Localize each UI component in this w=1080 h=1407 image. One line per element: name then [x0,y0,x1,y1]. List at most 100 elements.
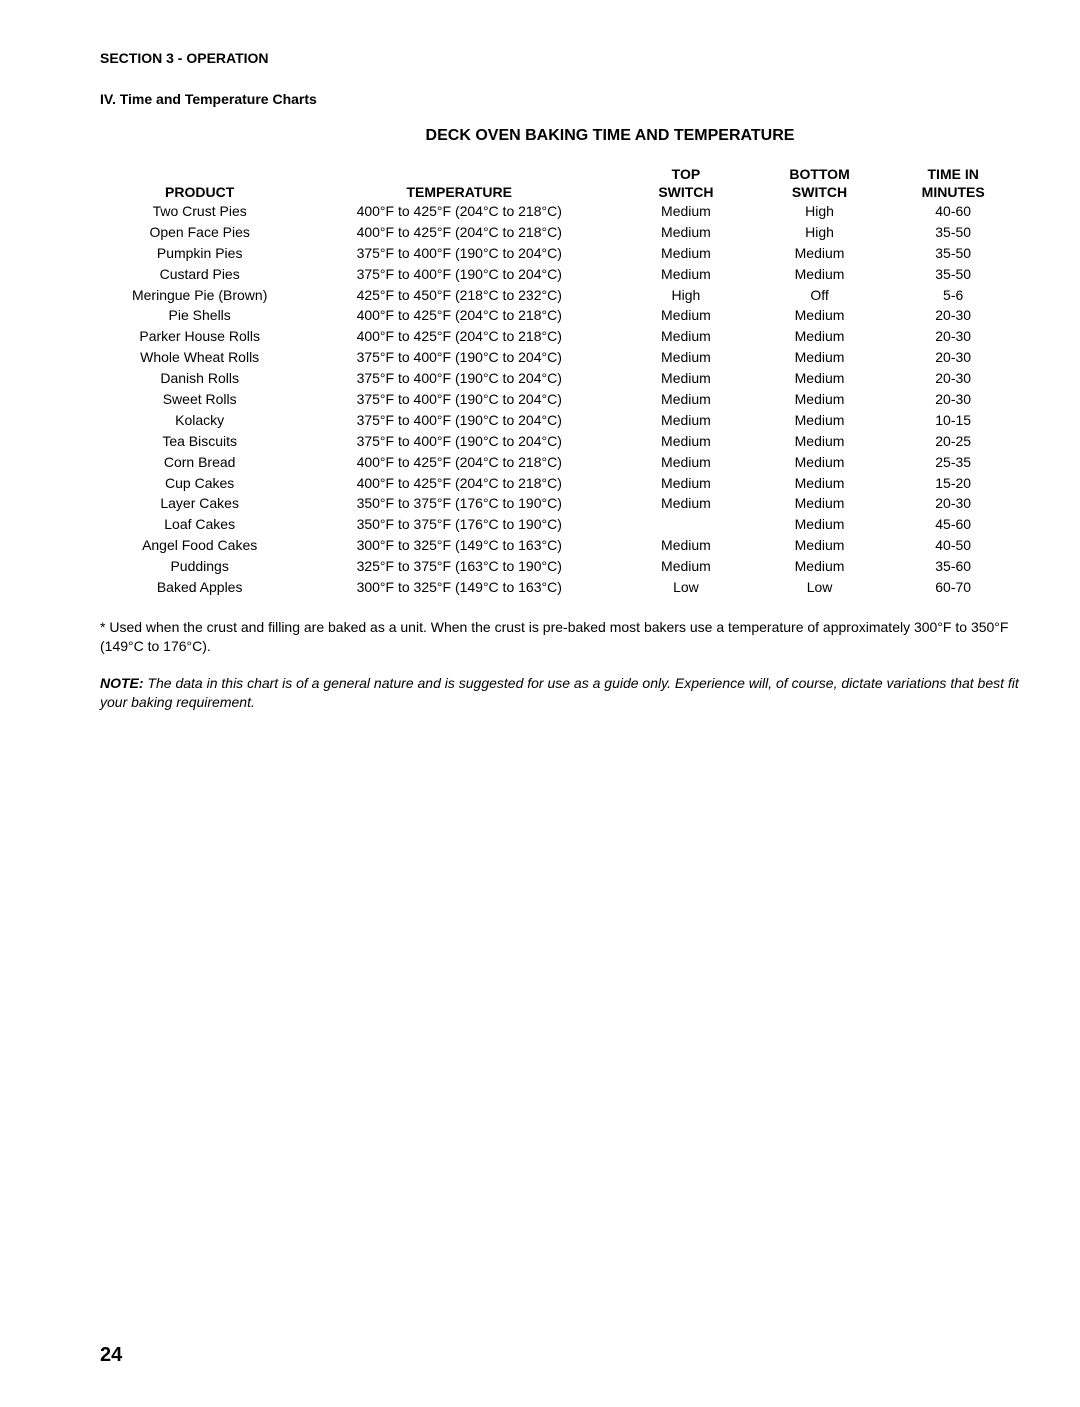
table-row: Corn Bread400°F to 425°F (204°C to 218°C… [100,452,1020,473]
table-cell: Kolacky [100,410,299,431]
table-cell: Two Crust Pies [100,201,299,222]
table-cell: Medium [619,431,753,452]
table-cell: 15-20 [886,473,1020,494]
table-cell: Medium [753,347,887,368]
table-row: Layer Cakes350°F to 375°F (176°C to 190°… [100,493,1020,514]
table-cell: Medium [753,556,887,577]
table-row: Pumpkin Pies375°F to 400°F (190°C to 204… [100,243,1020,264]
table-cell: Corn Bread [100,452,299,473]
table-cell: Medium [753,264,887,285]
table-row: Two Crust Pies400°F to 425°F (204°C to 2… [100,201,1020,222]
table-cell: 40-50 [886,535,1020,556]
col-header-temperature: TEMPERATURE [299,183,619,201]
col-header-time2: MINUTES [886,183,1020,201]
table-cell: Medium [619,222,753,243]
table-cell: Medium [619,305,753,326]
table-cell: 400°F to 425°F (204°C to 218°C) [299,473,619,494]
table-row: Baked Apples300°F to 325°F (149°C to 163… [100,577,1020,598]
table-cell: Loaf Cakes [100,514,299,535]
table-row: Angel Food Cakes300°F to 325°F (149°C to… [100,535,1020,556]
table-cell: Parker House Rolls [100,326,299,347]
col-header-bottom1: BOTTOM [753,165,887,183]
table-cell: Medium [619,326,753,347]
table-cell: Medium [753,452,887,473]
table-cell: Medium [619,556,753,577]
table-cell: 20-30 [886,493,1020,514]
col-header-time1: TIME IN [886,165,1020,183]
col-header-top1: TOP [619,165,753,183]
table-cell: Medium [753,389,887,410]
table-title: DECK OVEN BAKING TIME AND TEMPERATURE [200,127,1020,145]
table-cell: Medium [753,243,887,264]
table-cell: Medium [619,368,753,389]
table-cell: 20-30 [886,326,1020,347]
footnote: * Used when the crust and filling are ba… [100,618,1020,656]
table-cell: 350°F to 375°F (176°C to 190°C) [299,514,619,535]
col-header-product: PRODUCT [100,183,299,201]
table-row: Whole Wheat Rolls375°F to 400°F (190°C t… [100,347,1020,368]
page-number: 24 [100,1344,122,1367]
col-header-top2: SWITCH [619,183,753,201]
table-cell: 10-15 [886,410,1020,431]
table-cell: Whole Wheat Rolls [100,347,299,368]
table-cell: 35-50 [886,243,1020,264]
table-row: Sweet Rolls375°F to 400°F (190°C to 204°… [100,389,1020,410]
table-cell: High [753,201,887,222]
table-cell: 375°F to 400°F (190°C to 204°C) [299,368,619,389]
table-cell: Off [753,285,887,306]
note: NOTE: The data in this chart is of a gen… [100,674,1020,712]
table-row: Parker House Rolls400°F to 425°F (204°C … [100,326,1020,347]
table-cell: 375°F to 400°F (190°C to 204°C) [299,389,619,410]
table-cell: 35-50 [886,222,1020,243]
table-cell: Sweet Rolls [100,389,299,410]
table-cell: High [753,222,887,243]
table-cell: 45-60 [886,514,1020,535]
table-body: Two Crust Pies400°F to 425°F (204°C to 2… [100,201,1020,598]
table-cell: Medium [753,514,887,535]
table-cell: 375°F to 400°F (190°C to 204°C) [299,431,619,452]
table-cell: 35-60 [886,556,1020,577]
section-header: SECTION 3 - OPERATION [100,50,1020,66]
table-row: Tea Biscuits375°F to 400°F (190°C to 204… [100,431,1020,452]
table-cell: Medium [753,535,887,556]
table-cell: 20-30 [886,305,1020,326]
table-cell: Angel Food Cakes [100,535,299,556]
table-cell: Medium [619,410,753,431]
table-cell: Medium [619,389,753,410]
table-cell: Low [619,577,753,598]
table-cell: Medium [753,368,887,389]
table-cell: Medium [619,243,753,264]
table-cell: 20-30 [886,368,1020,389]
subsection-header: IV. Time and Temperature Charts [100,91,1020,107]
table-cell: Medium [619,264,753,285]
table-cell: Tea Biscuits [100,431,299,452]
table-cell: High [619,285,753,306]
table-cell: Low [753,577,887,598]
table-cell: 325°F to 375°F (163°C to 190°C) [299,556,619,577]
table-cell: Cup Cakes [100,473,299,494]
table-cell: Medium [619,452,753,473]
table-cell: 400°F to 425°F (204°C to 218°C) [299,201,619,222]
table-cell: 400°F to 425°F (204°C to 218°C) [299,305,619,326]
table-row: Open Face Pies400°F to 425°F (204°C to 2… [100,222,1020,243]
table-cell: 375°F to 400°F (190°C to 204°C) [299,410,619,431]
table-cell: Layer Cakes [100,493,299,514]
table-cell: Custard Pies [100,264,299,285]
table-cell: Pumpkin Pies [100,243,299,264]
table-cell: 375°F to 400°F (190°C to 204°C) [299,347,619,368]
table-cell: 35-50 [886,264,1020,285]
table-cell: Medium [753,493,887,514]
table-cell: Medium [753,326,887,347]
table-cell: 375°F to 400°F (190°C to 204°C) [299,243,619,264]
table-cell: 400°F to 425°F (204°C to 218°C) [299,222,619,243]
baking-table: TOP BOTTOM TIME IN PRODUCT TEMPERATURE S… [100,165,1020,598]
table-cell: Medium [753,431,887,452]
table-cell [619,514,753,535]
table-cell: Pie Shells [100,305,299,326]
table-row: Puddings325°F to 375°F (163°C to 190°C)M… [100,556,1020,577]
table-cell: Medium [619,535,753,556]
table-cell: Medium [753,305,887,326]
table-cell: Baked Apples [100,577,299,598]
table-row: Pie Shells400°F to 425°F (204°C to 218°C… [100,305,1020,326]
table-row: Danish Rolls375°F to 400°F (190°C to 204… [100,368,1020,389]
